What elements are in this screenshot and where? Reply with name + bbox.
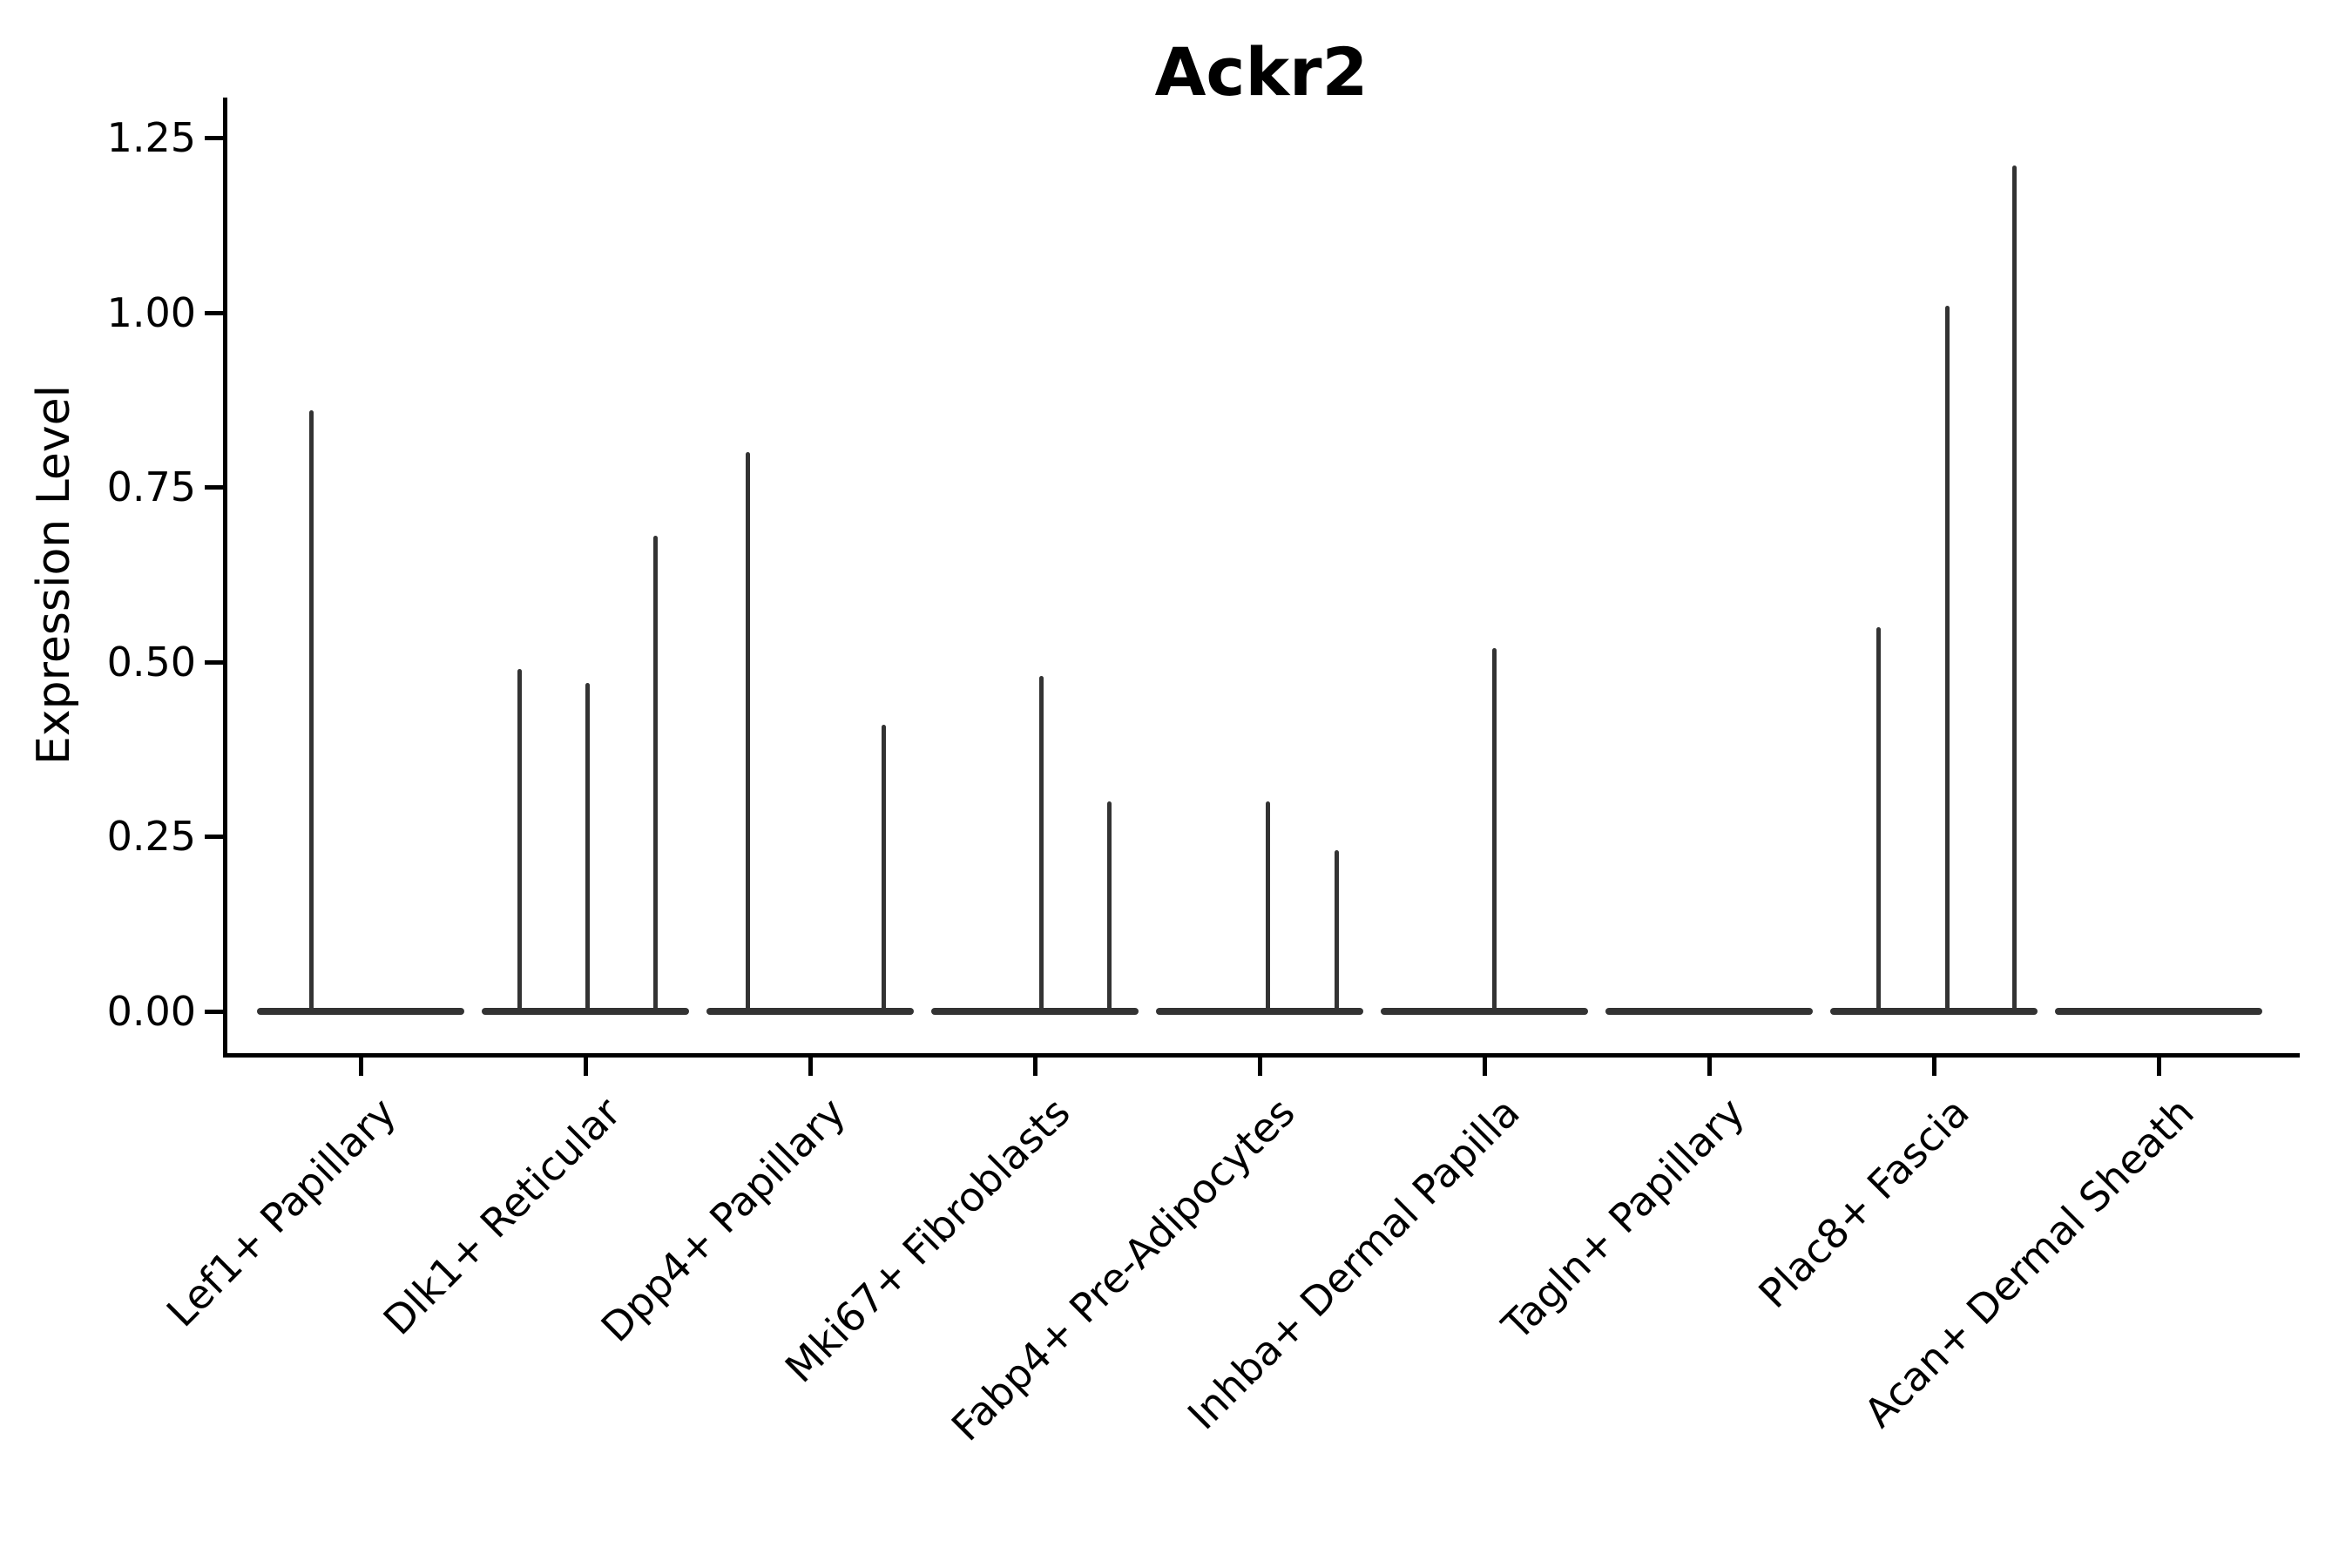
violin-spike xyxy=(652,536,658,1011)
y-tick-mark xyxy=(205,659,223,665)
violin-spike xyxy=(1038,675,1044,1011)
y-tick-mark xyxy=(205,1010,223,1014)
y-tick-label: 0.75 xyxy=(106,463,196,511)
x-tick-label: Inhba+ Dermal Papilla xyxy=(1178,1088,1529,1439)
violin-spike xyxy=(1334,850,1339,1011)
x-tick-mark xyxy=(1932,1058,1936,1076)
violin-spike xyxy=(517,668,522,1011)
y-tick-mark xyxy=(205,136,223,140)
violin-baseline xyxy=(1605,1008,1813,1015)
violin-baseline xyxy=(2055,1008,2262,1015)
y-tick-label: 0.50 xyxy=(106,638,196,686)
x-tick-label: Tagln+ Papillary xyxy=(1492,1088,1754,1349)
x-tick-label: Plac8+ Fascia xyxy=(1749,1088,1978,1317)
violin-spike xyxy=(585,682,590,1011)
x-tick-mark xyxy=(584,1058,588,1076)
violin-spike xyxy=(1876,626,1881,1011)
violin-baseline xyxy=(1381,1008,1588,1015)
y-tick-label: 0.25 xyxy=(106,813,196,861)
x-tick-mark xyxy=(1033,1058,1037,1076)
violin-spike xyxy=(308,409,314,1011)
x-tick-label: Acan+ Dermal Sheath xyxy=(1855,1088,2203,1436)
x-tick-mark xyxy=(2157,1058,2161,1076)
violin-baseline xyxy=(1830,1008,2038,1015)
x-tick-mark xyxy=(808,1058,813,1076)
violin-baseline xyxy=(931,1008,1139,1015)
x-tick-mark xyxy=(1258,1058,1262,1076)
y-tick-mark xyxy=(205,485,223,490)
violin-baseline xyxy=(1156,1008,1363,1015)
violin-spike xyxy=(1265,801,1270,1011)
y-tick-label: 1.00 xyxy=(106,288,196,336)
x-axis-spine xyxy=(223,1053,2300,1058)
x-tick-mark xyxy=(1707,1058,1712,1076)
x-tick-mark xyxy=(359,1058,363,1076)
violin-spike xyxy=(881,725,886,1011)
violin-spike xyxy=(1491,647,1497,1011)
violin-baseline xyxy=(706,1008,914,1015)
y-tick-label: 1.25 xyxy=(106,114,196,161)
x-tick-mark xyxy=(1483,1058,1487,1076)
x-tick-label: Dpp4+ Papillary xyxy=(591,1088,855,1351)
y-tick-label: 0.00 xyxy=(106,988,196,1035)
y-tick-mark xyxy=(205,310,223,315)
violin-spike xyxy=(1944,305,1950,1011)
x-tick-label: Dlk1+ Reticular xyxy=(374,1088,630,1344)
violin-baseline xyxy=(257,1008,464,1015)
y-axis-spine xyxy=(223,98,227,1058)
y-axis-label: Expression Level xyxy=(28,384,80,766)
y-tick-mark xyxy=(205,835,223,840)
x-tick-label: Fabp4+ Pre-Adipocytes xyxy=(942,1088,1304,1450)
violin-spike xyxy=(2011,166,2017,1011)
chart-title: Ackr2 xyxy=(1154,33,1369,111)
violin-baseline xyxy=(482,1008,689,1015)
violin-spike xyxy=(745,452,750,1011)
x-tick-label: Mki67+ Fibroblasts xyxy=(775,1088,1079,1392)
violin-spike xyxy=(1106,801,1112,1011)
